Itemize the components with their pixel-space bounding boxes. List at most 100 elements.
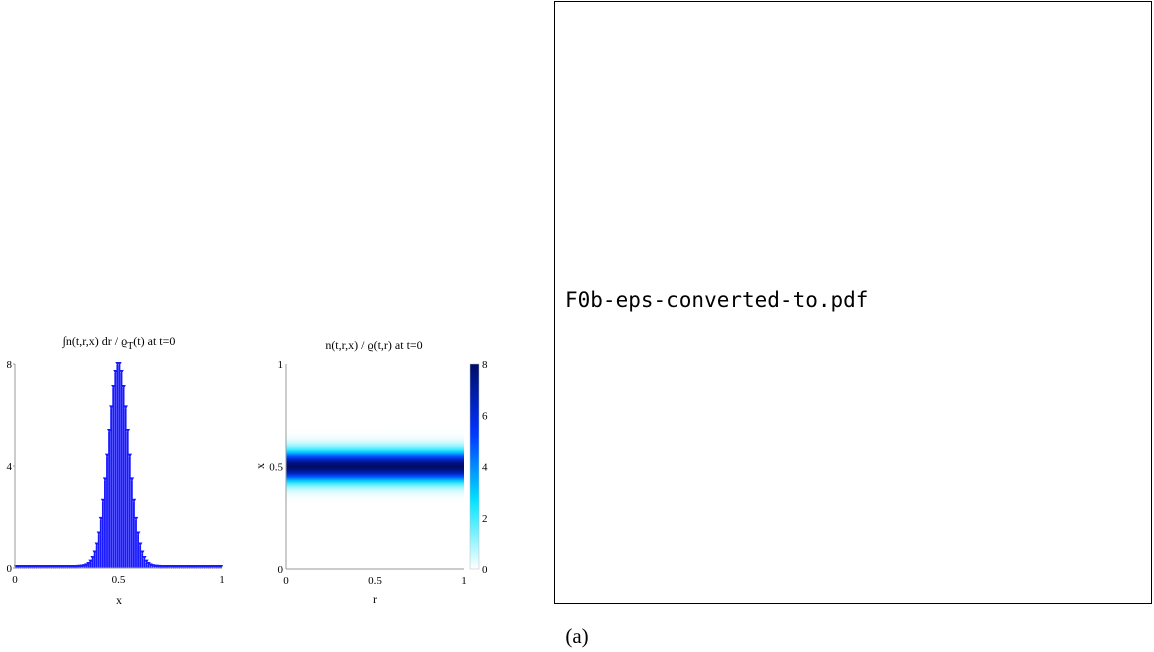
distribution-plot: ∫n(t,r,x) dr / ϱT(t) at t=0 048 0 0.5 1 x	[7, 334, 225, 607]
distribution-bar	[120, 372, 123, 568]
distribution-marker	[129, 477, 135, 482]
distribution-marker	[146, 561, 151, 566]
distribution-markers	[13, 362, 224, 569]
distribution-marker	[86, 561, 91, 566]
placeholder-filename: F0b-eps-converted-to.pdf	[565, 288, 869, 312]
distribution-bar	[126, 431, 129, 568]
distribution-marker	[117, 362, 122, 367]
distribution-bar	[95, 545, 98, 568]
distribution-marker	[100, 498, 106, 503]
distribution-bar	[116, 365, 119, 568]
y-tick-labels: 0 4 8	[7, 359, 15, 575]
subfigure-plots: ∫n(t,r,x) dr / ϱT(t) at t=0 048 0 0.5 1 x …	[7, 334, 489, 607]
distribution-bar	[91, 559, 94, 568]
distribution-bar	[85, 566, 88, 568]
distribution-bar	[132, 501, 135, 568]
distribution-marker	[88, 559, 93, 564]
heatmap-x-tick-label: 0.5	[368, 575, 382, 587]
distribution-bar	[106, 456, 108, 568]
distribution-marker	[102, 477, 108, 482]
distribution-marker	[98, 516, 104, 521]
heatmap-y-tick-label: 0.5	[269, 462, 283, 474]
distribution-marker	[113, 369, 118, 374]
distribution-bar	[97, 534, 100, 568]
colorbar-tick-labels: 0 2 4 6 8	[482, 359, 488, 576]
distribution-title: ∫n(t,r,x) dr / ϱT(t) at t=0	[62, 334, 176, 352]
colorbar	[469, 363, 480, 570]
colorbar-tick-label: 0	[482, 564, 488, 576]
distribution-marker	[127, 453, 133, 458]
distribution-bar	[147, 564, 150, 568]
distribution-marker	[109, 405, 114, 410]
heatmap-field	[286, 364, 464, 569]
distribution-bar	[112, 387, 115, 568]
distribution-bar	[114, 372, 117, 568]
distribution-marker	[138, 542, 143, 547]
distribution-marker	[125, 428, 131, 433]
colorbar-tick-label: 4	[482, 462, 488, 474]
distribution-bar	[89, 562, 92, 568]
heatmap-y-tick-labels: 00.51	[269, 359, 283, 576]
distribution-bars	[15, 365, 222, 569]
distribution-marker	[133, 516, 139, 521]
y-tick-label: 8	[7, 359, 13, 371]
heatmap-title: n(t,r,x) / ϱ(t,r) at t=0	[325, 338, 422, 352]
distribution-bar	[143, 559, 146, 568]
distribution-marker	[144, 559, 149, 564]
distribution-marker	[104, 453, 110, 458]
distribution-bar	[137, 534, 139, 568]
distribution-marker	[218, 565, 224, 569]
colorbar-tick-label: 8	[482, 359, 488, 371]
x-tick-label: 1	[219, 574, 225, 586]
subfigure-caption: (a)	[565, 624, 589, 648]
distribution-marker	[119, 369, 124, 374]
distribution-marker	[106, 428, 112, 433]
y-tick-label: 4	[7, 461, 13, 473]
heatmap-y-axis-label: x	[253, 463, 267, 469]
heatmap-y-tick-label: 1	[278, 359, 284, 371]
heatmap-x-tick-label: 0	[283, 575, 289, 587]
distribution-bar	[149, 566, 152, 568]
x-axis-label: x	[116, 593, 122, 607]
distribution-marker	[92, 550, 97, 555]
colorbar-tick-label: 2	[482, 513, 488, 525]
distribution-marker	[94, 542, 99, 547]
distribution-bar	[128, 456, 131, 568]
distribution-bar	[124, 408, 127, 568]
distribution-marker	[123, 405, 128, 410]
distribution-marker	[135, 531, 141, 536]
distribution-bar	[118, 365, 121, 568]
distribution-bar	[93, 553, 96, 568]
heatmap-y-tick-label: 0	[278, 564, 284, 576]
distribution-bar	[87, 564, 90, 568]
distribution-marker	[121, 384, 126, 389]
distribution-bar	[139, 545, 142, 568]
y-tick-label: 0	[7, 563, 13, 575]
distribution-bar	[104, 480, 106, 568]
distribution-bar	[110, 408, 113, 568]
distribution-bar	[145, 562, 148, 568]
distribution-marker	[84, 563, 89, 568]
missing-figure-placeholder: F0b-eps-converted-to.pdf	[554, 1, 1152, 604]
distribution-marker	[142, 556, 147, 561]
distribution-marker	[131, 498, 137, 503]
distribution-bar	[99, 519, 102, 568]
distribution-marker	[90, 556, 95, 561]
heatmap-x-tick-labels: 0 0.5 1	[283, 575, 467, 587]
heatmap-plot: n(t,r,x) / ϱ(t,r) at t=0 00.51 0 0.5 1 x r…	[253, 338, 488, 606]
distribution-marker	[140, 550, 145, 555]
heatmap-x-tick-label: 1	[461, 575, 467, 587]
distribution-marker	[96, 531, 102, 536]
x-tick-labels: 0 0.5 1	[12, 574, 225, 586]
distribution-bar	[130, 480, 133, 568]
distribution-bar	[141, 553, 144, 568]
heatmap-x-axis-label: r	[373, 592, 377, 606]
distribution-bar	[101, 501, 104, 568]
x-tick-label: 0.5	[112, 574, 126, 586]
distribution-bar	[135, 519, 137, 568]
distribution-bar	[122, 387, 125, 568]
x-tick-label: 0	[12, 574, 18, 586]
distribution-bar	[108, 431, 111, 568]
colorbar-tick-label: 6	[482, 410, 488, 422]
